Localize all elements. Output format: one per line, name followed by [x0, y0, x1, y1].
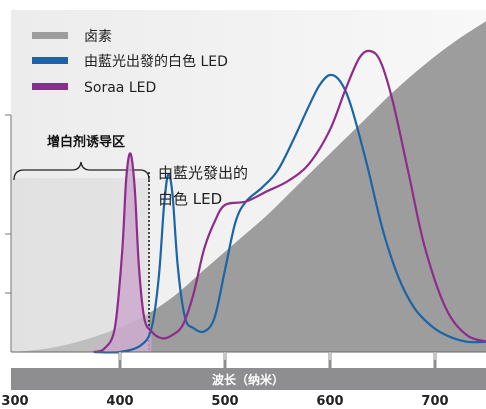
- x-tick-label: 500: [211, 394, 238, 409]
- x-tick-label: 600: [316, 394, 343, 409]
- legend-swatch-blue-led: [32, 57, 68, 64]
- brightener-brace: [13, 161, 150, 181]
- x-ticks: [118, 352, 437, 370]
- legend-swatch-soraa-led: [32, 83, 68, 90]
- legend: 卤素 由藍光出發的白色 LED Soraa LED: [32, 29, 228, 96]
- x-axis-band: [11, 368, 486, 390]
- x-axis-title: 波长（纳米）: [212, 372, 284, 387]
- x-tick-label: 400: [106, 394, 133, 409]
- annotation-brightener-region: 增白剂诱导区: [47, 134, 125, 150]
- x-tick-label: 300: [1, 394, 28, 409]
- legend-swatch-halogen: [32, 32, 68, 39]
- legend-label-soraa-led: Soraa LED: [84, 80, 156, 96]
- halogen-area: [15, 21, 486, 352]
- x-tick-label: 700: [421, 394, 448, 409]
- legend-label-halogen: 卤素: [84, 29, 112, 45]
- series-line-soraa-led: [93, 49, 486, 354]
- annotation-blue-led-line2: 白色 LED: [158, 190, 222, 208]
- annotation-blue-led-line1: 由藍光發出的: [158, 164, 248, 182]
- legend-label-blue-led: 由藍光出發的白色 LED: [84, 53, 228, 70]
- series-line-blue-led: [93, 73, 486, 354]
- x-tick-labels: 300 400 500 600 700: [1, 394, 448, 409]
